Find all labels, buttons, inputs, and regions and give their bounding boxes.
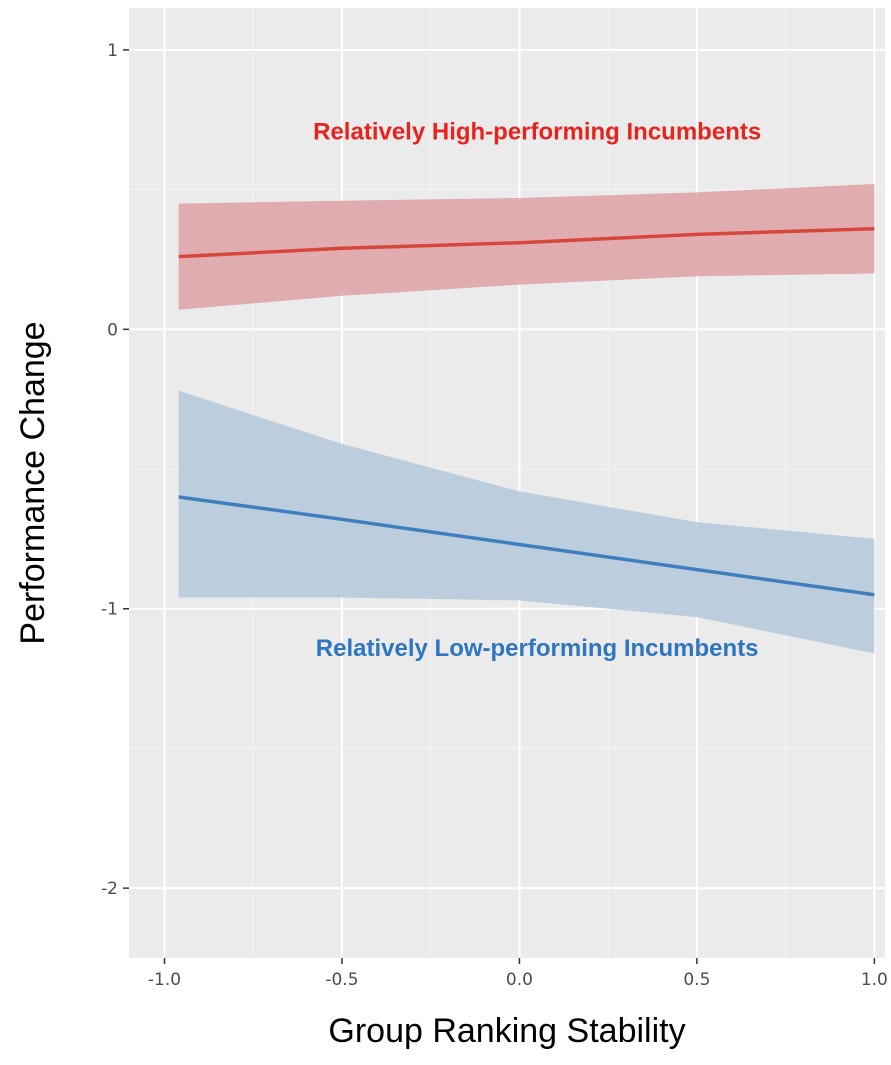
x-tick-label: 0.5: [683, 970, 710, 990]
confidence-band-0: [178, 184, 875, 310]
y-axis: 1 0 -1 -2: [101, 41, 129, 899]
annotations: Relatively High-performing Incumbents Rel…: [313, 118, 761, 662]
y-tick-label: -1: [101, 600, 118, 620]
x-axis: -1.0 -0.5 0.0 0.5 1.0: [148, 958, 888, 990]
x-tick-label: -1.0: [148, 970, 181, 990]
y-tick-label: 0: [107, 320, 118, 340]
fit-line-0: [178, 226, 875, 259]
x-tick-label: 1.0: [861, 970, 888, 990]
series-lines: [178, 226, 875, 597]
y-axis-title: Performance Change: [14, 321, 52, 644]
annotation-label-1: Relatively Low-performing Incumbents: [316, 635, 759, 662]
y-tick-label: 1: [107, 41, 118, 61]
y-tick-label: -2: [101, 879, 118, 899]
confidence-bands: [178, 184, 875, 654]
major-gridlines: [129, 8, 885, 958]
x-tick-label: -0.5: [325, 970, 358, 990]
fit-line-1: [178, 495, 875, 597]
x-axis-title: Group Ranking Stability: [328, 1012, 685, 1050]
annotation-label-0: Relatively High-performing Incumbents: [313, 118, 761, 145]
x-tick-label: 0.0: [506, 970, 533, 990]
confidence-band-1: [178, 390, 875, 654]
